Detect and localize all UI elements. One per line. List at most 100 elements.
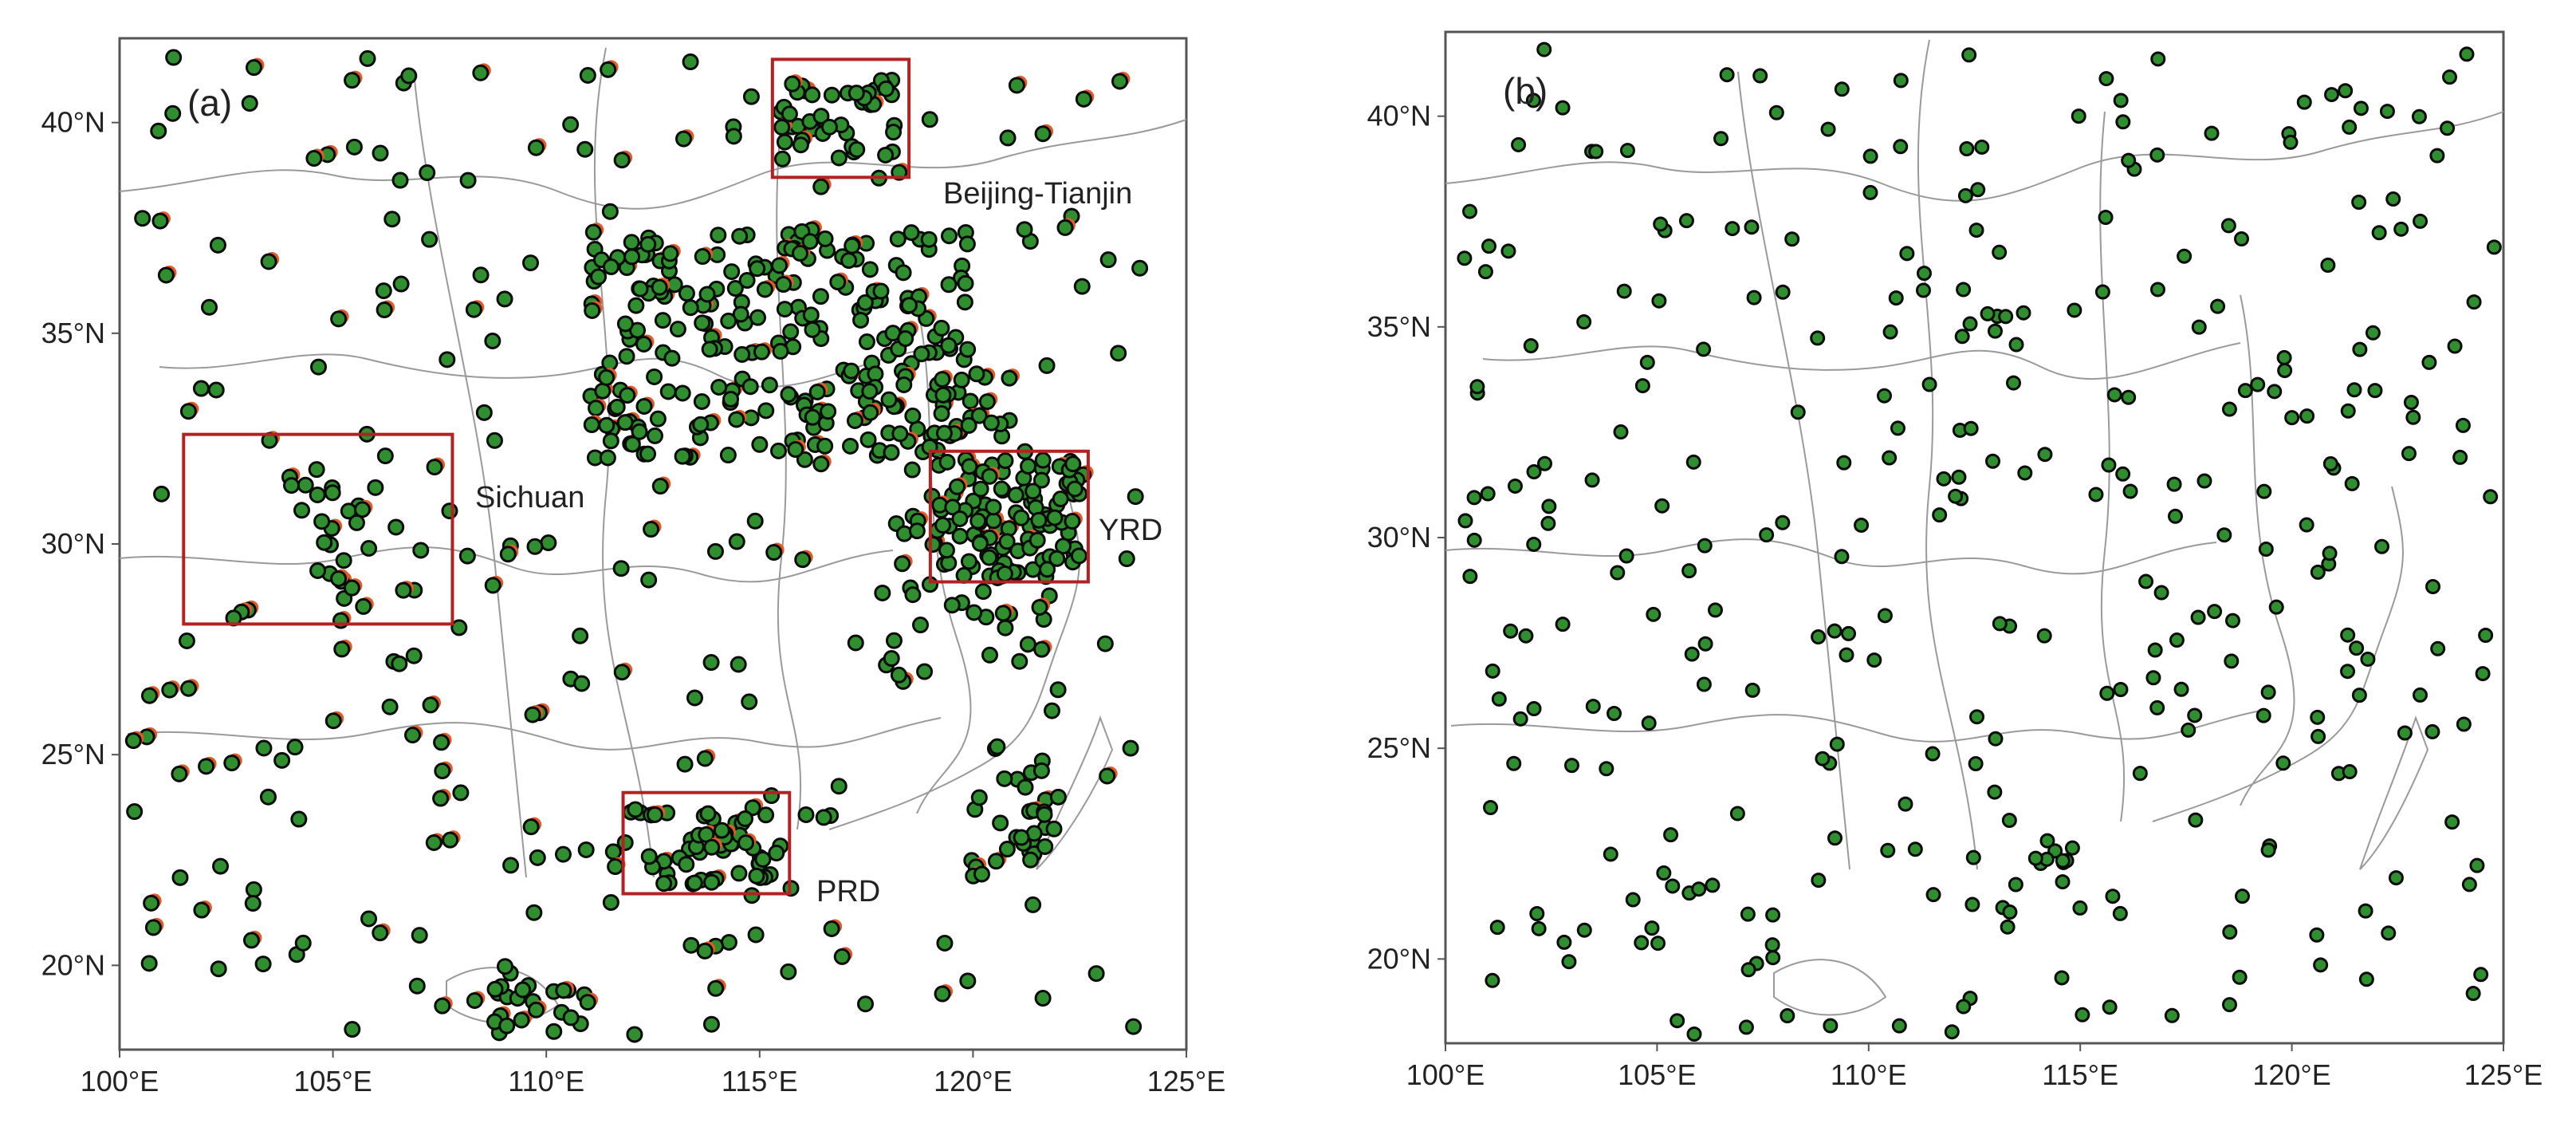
station-marker [562,116,580,133]
station-marker [367,479,384,496]
station-marker [1992,616,2008,632]
station-marker [737,834,755,852]
station-marker [2340,627,2356,643]
station-marker [143,894,160,912]
station-marker [2425,578,2441,594]
station-marker [749,309,767,326]
station-marker [2233,231,2249,246]
station-marker [669,321,686,338]
station-marker [1961,47,1977,63]
station-marker [802,306,820,324]
station-marker [1744,682,1760,698]
station-marker [2216,527,2232,543]
station-marker [1959,141,1975,157]
station-marker [2000,919,2016,935]
station-marker [2221,401,2237,417]
station-marker [526,538,544,555]
station-marker [1759,527,1775,543]
station-marker [2405,409,2421,425]
station-marker [989,738,1006,755]
station-marker [2064,840,2080,856]
station-marker [654,312,671,329]
station-marker [1491,691,1507,707]
station-marker [1854,517,1870,533]
station-marker [2441,69,2457,85]
station-marker [1780,1008,1795,1024]
station-marker [1599,761,1614,777]
station-marker [651,478,669,495]
station-marker [2122,483,2138,499]
station-marker [713,822,730,839]
station-marker [408,977,426,995]
station-marker [833,948,851,965]
station-marker [2188,812,2204,828]
station-marker [1651,293,1667,309]
station-marker [2320,257,2336,273]
station-marker [2340,664,2356,680]
station-marker [2145,670,2161,686]
station-marker [640,571,658,589]
station-marker [1954,329,1970,345]
station-marker [2310,709,2326,725]
station-marker [861,261,879,278]
station-marker [475,404,493,421]
station-marker [663,349,681,367]
station-marker [961,458,978,475]
station-marker [1988,731,2004,747]
station-marker [857,995,875,1013]
station-marker [877,146,895,164]
station-marker [895,376,913,393]
station-marker [313,513,331,530]
station-marker [1096,635,1114,652]
station-marker [1512,711,1528,727]
station-marker [1882,324,1898,340]
station-marker [1526,536,1542,552]
station-marker [920,231,938,248]
station-marker [2207,604,2223,620]
station-marker [1899,246,1915,262]
station-marker [244,895,262,912]
station-marker [908,522,926,540]
station-marker [674,384,691,402]
station-marker [360,539,378,557]
station-marker [1685,454,1701,470]
station-marker [1540,515,1556,531]
station-marker [525,904,543,921]
station-marker [1036,806,1053,823]
station-marker [259,788,277,806]
station-marker [140,955,158,972]
station-marker [643,521,660,538]
station-marker [1644,920,1660,936]
station-marker [731,227,749,245]
station-marker [2001,812,2017,828]
station-marker [1968,223,1984,238]
station-marker [900,297,918,314]
station-marker [974,583,992,601]
station-marker [150,122,167,140]
station-marker [1019,636,1036,653]
station-marker [1469,379,1485,395]
station-marker [2413,213,2429,229]
station-marker [1877,608,1893,624]
station-marker [698,286,716,303]
station-marker [1775,284,1791,300]
station-marker [780,385,797,403]
station-marker [674,447,691,465]
station-marker [2099,685,2115,701]
lon-tick-label: 105°E [1618,1058,1696,1091]
station-marker [686,689,703,707]
station-marker [2465,986,2481,1002]
station-marker [903,224,920,242]
station-marker [1122,739,1139,757]
station-marker [2181,722,2196,738]
station-marker [1584,472,1600,488]
station-marker [959,972,977,990]
station-marker [2036,628,2052,644]
station-marker [1641,715,1657,731]
station-marker [375,282,392,300]
station-marker [2367,383,2383,399]
station-marker [587,400,604,417]
station-marker [804,86,821,104]
station-marker [1048,550,1066,567]
station-marker [1536,41,1552,57]
